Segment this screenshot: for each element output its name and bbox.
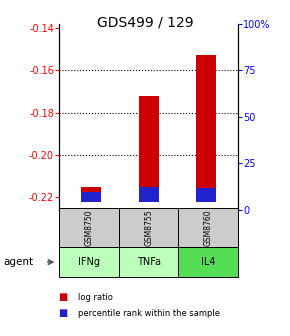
- Bar: [59, 247, 119, 277]
- Text: IL4: IL4: [201, 257, 215, 267]
- Bar: [139, 186, 159, 202]
- Bar: [81, 192, 101, 202]
- Text: ■: ■: [58, 292, 67, 302]
- Text: percentile rank within the sample: percentile rank within the sample: [78, 309, 220, 318]
- Text: agent: agent: [3, 257, 33, 267]
- Text: ■: ■: [58, 308, 67, 318]
- Text: GSM8755: GSM8755: [144, 209, 153, 246]
- Bar: [178, 247, 238, 277]
- Text: GSM8750: GSM8750: [85, 209, 94, 246]
- Text: IFNg: IFNg: [78, 257, 100, 267]
- Bar: [81, 187, 101, 202]
- Bar: [196, 55, 216, 202]
- Text: GSM8760: GSM8760: [204, 209, 213, 246]
- Text: TNFa: TNFa: [137, 257, 161, 267]
- Bar: [178, 208, 238, 247]
- Text: log ratio: log ratio: [78, 293, 113, 302]
- Bar: [119, 208, 178, 247]
- Bar: [59, 208, 119, 247]
- Bar: [139, 95, 159, 202]
- Bar: [119, 247, 178, 277]
- Text: GDS499 / 129: GDS499 / 129: [97, 15, 193, 29]
- Bar: [196, 188, 216, 202]
